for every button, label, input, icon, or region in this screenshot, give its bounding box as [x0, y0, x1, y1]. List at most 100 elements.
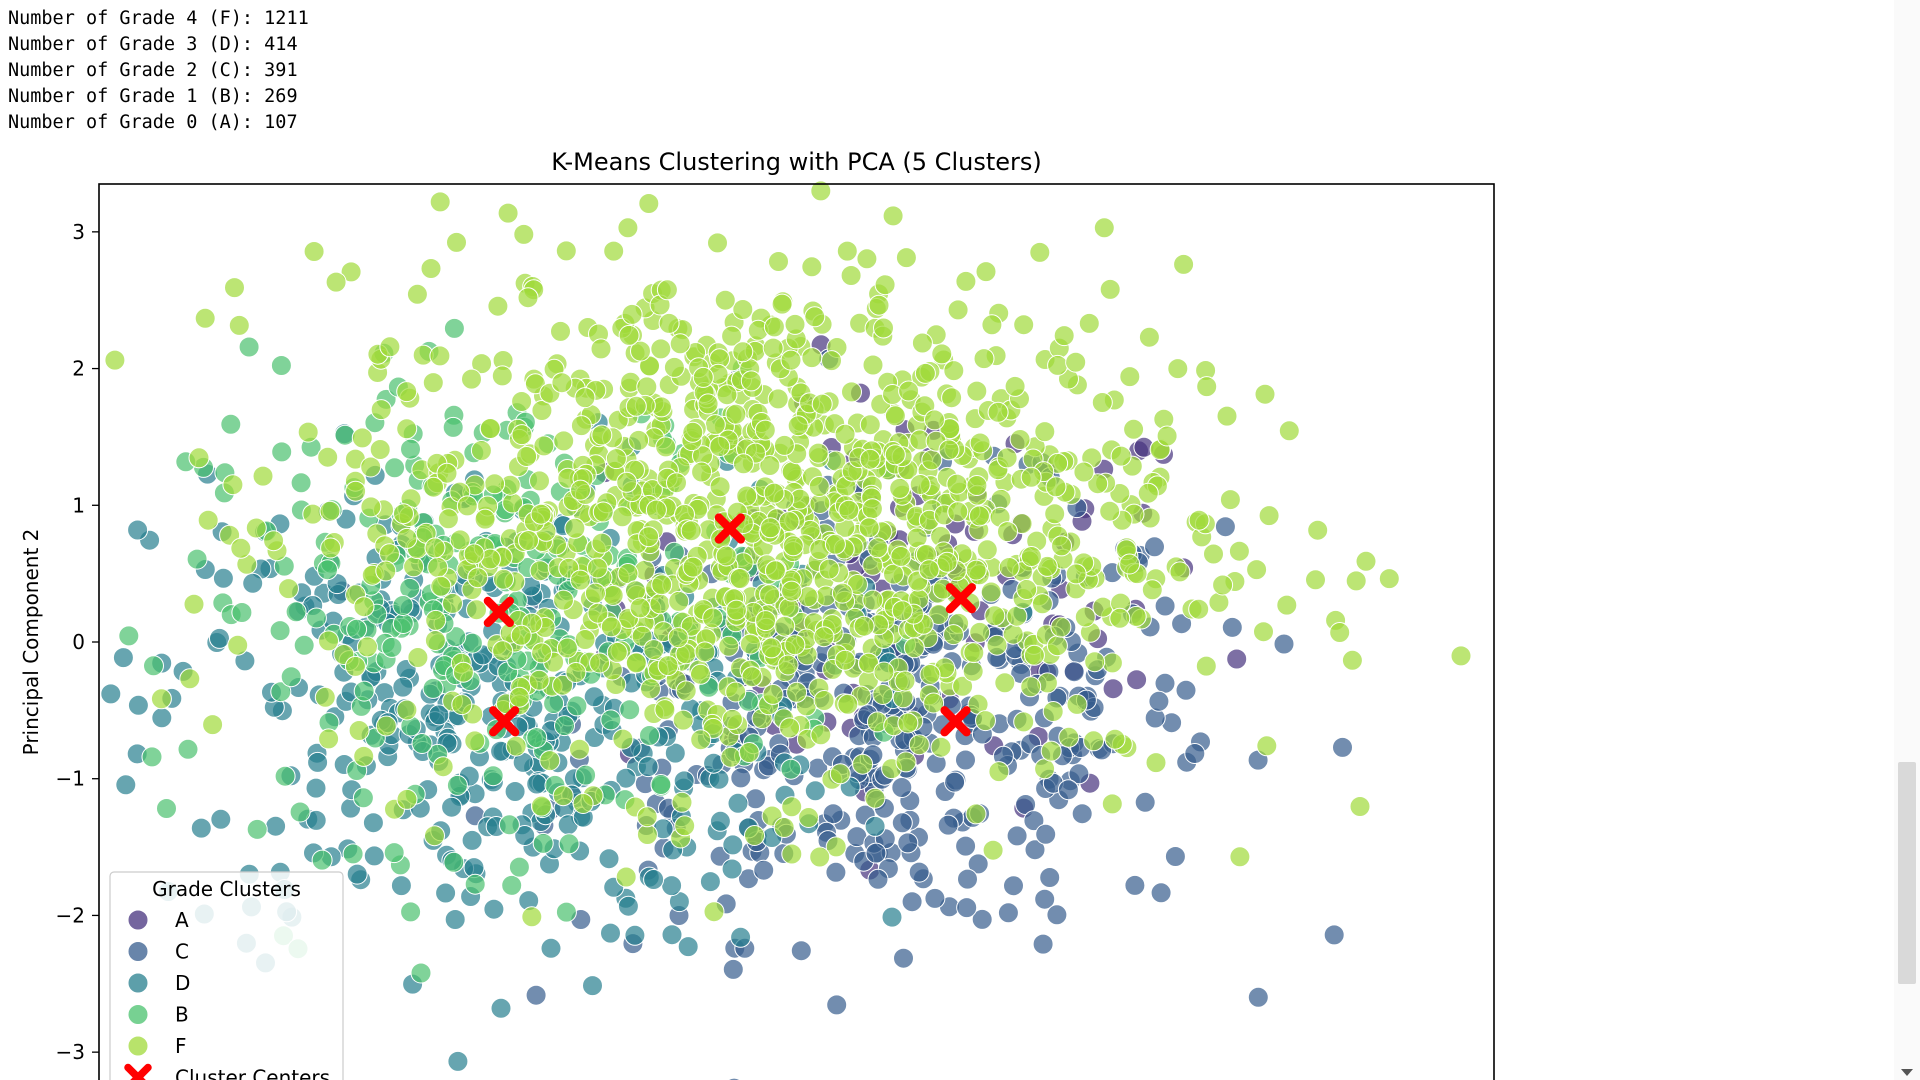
scatter-point-f — [941, 387, 963, 409]
scatter-point-d — [305, 777, 327, 799]
scatter-point-f — [931, 343, 953, 365]
scatter-point-f — [824, 533, 846, 555]
scatter-point-f — [773, 817, 795, 838]
scatter-point-f — [252, 465, 274, 487]
scatter-point-d — [721, 858, 743, 880]
scatter-point-f — [396, 418, 418, 440]
scatter-point-f — [962, 660, 984, 682]
scatter-point-f — [921, 449, 943, 471]
scatter-point-f — [1203, 543, 1224, 565]
scatter-point-f — [744, 825, 765, 846]
scatter-point-f — [393, 503, 414, 525]
scrollbar-thumb[interactable] — [1898, 762, 1916, 984]
output-line: Number of Grade 3 (D): 414 — [8, 34, 298, 55]
scatter-point-d — [212, 567, 234, 589]
scatter-point-f — [762, 683, 784, 705]
legend-marker-cluster-centers — [124, 1063, 152, 1080]
scatter-point-b — [220, 413, 242, 435]
scatter-point-b — [270, 681, 292, 703]
scatter-point-f — [551, 372, 573, 394]
scatter-point-f — [611, 506, 633, 528]
scatter-point-f — [528, 669, 550, 691]
scatter-point-f — [552, 785, 574, 807]
scatter-point-f — [782, 535, 804, 557]
scatter-point-b — [346, 618, 368, 640]
scatter-point-f — [1188, 598, 1210, 620]
scatter-point-f — [1013, 711, 1035, 733]
scatter-point-c — [897, 832, 919, 854]
scatter-point-f — [781, 796, 803, 818]
scatter-point-f — [612, 728, 634, 750]
legend-box — [109, 871, 344, 1080]
scatter-point-f — [423, 476, 445, 498]
scatter-point-f — [1053, 325, 1075, 347]
scatter-point-d — [363, 845, 385, 867]
scatter-point-f — [1040, 740, 1062, 762]
scatter-point-c — [790, 940, 812, 962]
scatter-point-d — [709, 810, 731, 832]
scatter-point-f — [813, 690, 835, 711]
scatter-point-c — [1034, 888, 1056, 910]
scatter-point-f — [1345, 570, 1367, 592]
scatter-point-f — [668, 590, 690, 612]
scatter-point-f — [996, 447, 1018, 469]
scatter-point-c — [956, 897, 978, 919]
scatter-point-f — [809, 846, 831, 868]
legend-label: B — [175, 1003, 189, 1027]
scatter-point-d — [664, 742, 686, 764]
scatter-point-b — [498, 814, 520, 836]
scatter-point-b — [464, 873, 486, 895]
scatter-point-f — [858, 517, 880, 539]
scatter-point-f — [1305, 569, 1326, 591]
scatter-point-f — [344, 655, 366, 677]
scatter-point-f — [516, 446, 538, 467]
scatter-point-f — [1109, 483, 1131, 504]
scatter-point-b — [280, 666, 302, 688]
scatter-point-c — [891, 812, 913, 834]
scatter-point-f — [150, 688, 172, 710]
scatter-point-f — [976, 539, 998, 561]
scatter-point-b — [575, 764, 597, 786]
scatter-point-c — [1164, 846, 1186, 867]
scroll-down-arrow-icon[interactable] — [1901, 1069, 1913, 1076]
y-tick-label: 2 — [72, 357, 85, 381]
output-line: Number of Grade 1 (B): 269 — [8, 86, 298, 107]
scatter-point-f — [965, 559, 987, 581]
scatter-point-f — [511, 391, 533, 412]
scatter-point-f — [781, 843, 803, 865]
scatter-point-f — [1109, 607, 1131, 629]
scatter-point-d — [265, 815, 287, 837]
scatter-point-f — [740, 370, 762, 392]
scatter-point-b — [141, 746, 163, 768]
scatter-point-c — [1003, 875, 1024, 897]
scatter-point-f — [965, 803, 987, 825]
scatter-point-d — [699, 871, 721, 893]
scatter-point-f — [930, 736, 952, 758]
scatter-point-f — [351, 427, 373, 449]
scatter-point-f — [511, 424, 533, 446]
scatter-point-f — [873, 661, 895, 683]
scatter-point-f — [1145, 752, 1167, 774]
scatter-point-b — [305, 607, 327, 629]
scatter-point-f — [969, 621, 991, 643]
scatter-point-f — [314, 686, 336, 708]
scatter-point-f — [1074, 606, 1096, 628]
scatter-point-a — [1102, 678, 1124, 700]
scatter-point-f — [655, 436, 677, 458]
scatter-point-f — [973, 348, 995, 370]
scatter-point-f — [807, 442, 829, 464]
scatter-point-d — [615, 767, 637, 789]
scatter-point-f — [1119, 366, 1141, 388]
scatter-point-d — [540, 937, 562, 959]
scatter-point-f — [1110, 445, 1132, 467]
scatter-point-f — [638, 526, 660, 548]
scatter-point-c — [826, 994, 848, 1016]
cluster-center-marker — [483, 596, 514, 628]
scatter-point-f — [778, 511, 800, 533]
scatter-point-f — [552, 674, 574, 696]
scatter-point-f — [1329, 622, 1351, 643]
scatter-point-f — [569, 738, 590, 760]
scatter-point-f — [628, 429, 650, 451]
scatter-point-f — [818, 558, 840, 580]
scatter-point-f — [446, 231, 467, 253]
